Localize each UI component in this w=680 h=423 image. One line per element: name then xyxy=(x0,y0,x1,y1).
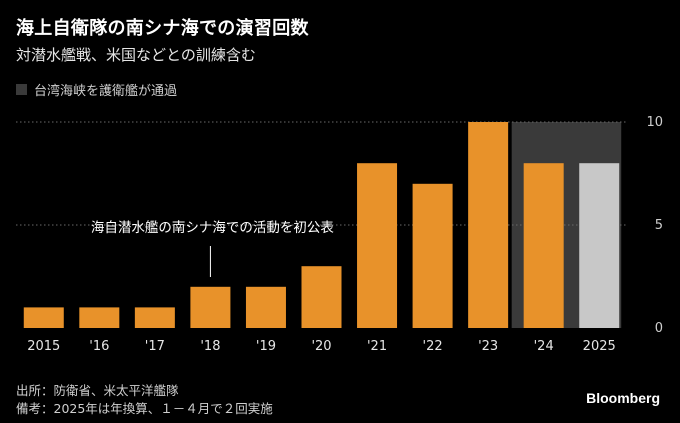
x-tick-label-9: '24 xyxy=(534,339,554,354)
x-tick-label-6: '21 xyxy=(367,339,387,354)
bar-5 xyxy=(301,266,342,328)
legend-label-taiwan-strait: 台湾海峡を護衛艦が通過 xyxy=(34,84,178,99)
x-tick-label-1: '16 xyxy=(89,339,109,354)
x-tick-label-2: '17 xyxy=(145,339,165,354)
x-tick-label-5: '20 xyxy=(311,339,331,354)
x-tick-label-10: 2025 xyxy=(583,339,616,354)
bar-4 xyxy=(245,286,286,328)
footnote: 備考：2025年は年換算、１－４月で２回実施 xyxy=(16,401,273,416)
annotation-text-0: 海自潜水艦の南シナ海での活動を初公表 xyxy=(91,219,334,236)
y-tick-label-0: 0 xyxy=(655,321,663,336)
x-tick-label-7: '22 xyxy=(423,339,443,354)
y-tick-label-10: 10 xyxy=(646,115,663,130)
x-tick-label-4: '19 xyxy=(256,339,276,354)
bar-3 xyxy=(190,286,231,328)
y-tick-label-5: 5 xyxy=(655,218,663,233)
bloomberg-logo: Bloomberg xyxy=(586,390,660,406)
bar-6 xyxy=(357,163,398,328)
source-note: 出所：防衛省、米太平洋艦隊 xyxy=(16,383,179,398)
x-tick-label-3: '18 xyxy=(200,339,220,354)
bar-7 xyxy=(412,183,453,328)
chart-title: 海上自衛隊の南シナ海での演習回数 xyxy=(16,18,309,39)
bar-8 xyxy=(468,122,509,328)
bar-1 xyxy=(79,307,120,328)
legend-swatch-taiwan-strait xyxy=(16,84,27,95)
bar-10 xyxy=(579,163,620,328)
legend: 台湾海峡を護衛艦が通過 xyxy=(16,80,177,99)
bar-9 xyxy=(523,163,564,328)
bar-2 xyxy=(134,307,175,328)
chart-subtitle: 対潜水艦戦、米国などとの訓練含む xyxy=(16,46,256,64)
x-tick-label-0: 2015 xyxy=(27,339,60,354)
bar-0 xyxy=(23,307,64,328)
x-tick-label-8: '23 xyxy=(478,339,498,354)
